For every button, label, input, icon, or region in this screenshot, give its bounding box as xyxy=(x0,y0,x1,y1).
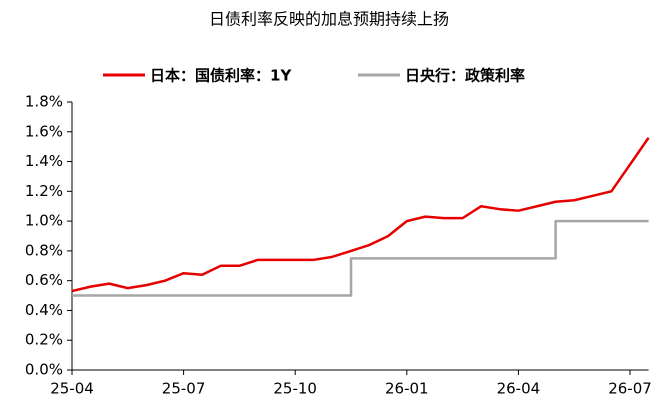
x-tick-label: 25-04 xyxy=(50,380,94,398)
y-tick-label: 1.2% xyxy=(25,182,63,200)
y-tick-label: 0.4% xyxy=(25,301,63,319)
series-line xyxy=(72,219,649,297)
y-tick-label: 1.6% xyxy=(25,122,63,140)
series-line xyxy=(71,137,650,293)
legend-label: 日央行：政策利率 xyxy=(405,67,525,85)
y-tick-label: 0.0% xyxy=(25,361,63,379)
y-tick-label: 0.8% xyxy=(25,241,63,259)
y-tick-label: 0.6% xyxy=(25,271,63,289)
x-tick-label: 25-10 xyxy=(273,380,317,398)
y-tick-label: 1.0% xyxy=(25,212,63,230)
y-tick-label: 1.4% xyxy=(25,152,63,170)
x-tick-label: 25-07 xyxy=(162,380,206,398)
x-tick-label: 26-04 xyxy=(497,380,541,398)
y-tick-label: 0.2% xyxy=(25,331,63,349)
y-tick-label: 1.8% xyxy=(25,93,63,111)
x-tick-label: 26-07 xyxy=(608,380,652,398)
legend-label: 日本：国债利率：1Y xyxy=(150,67,292,85)
chart-title: 日债利率反映的加息预期持续上扬 xyxy=(209,10,449,29)
x-tick-label: 26-01 xyxy=(385,380,429,398)
